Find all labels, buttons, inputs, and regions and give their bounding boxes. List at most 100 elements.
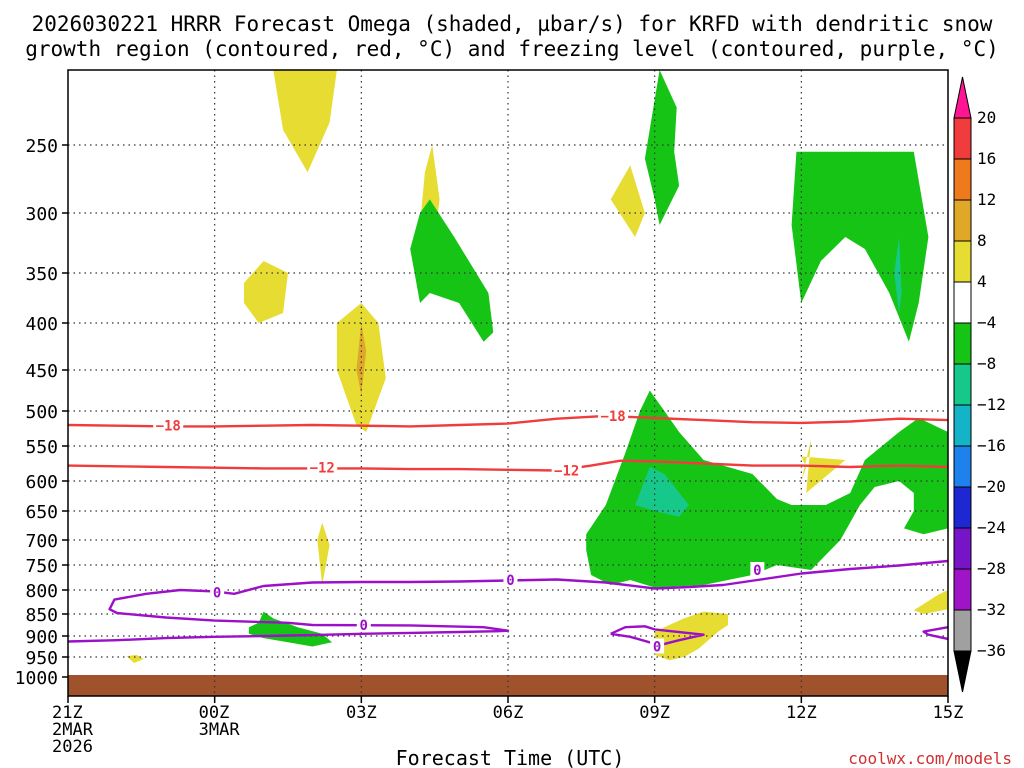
terrain-below-ground <box>68 675 948 696</box>
contour-lines: −18 −18 −12 −12 0 0 0 0 0 <box>67 407 949 656</box>
y-tick-label-950: 950 <box>25 648 58 669</box>
y-tick-label-450: 450 <box>25 361 58 382</box>
dgz-minus12-label-bg-0 <box>307 459 338 475</box>
x-tick-label-15Z-0: 15Z <box>933 703 964 723</box>
x-tick-label-00Z-1: 3MAR <box>199 720 241 740</box>
freezing-level-0-label-1: 0 <box>360 618 368 634</box>
omega-neg-d <box>586 390 948 588</box>
chart-title-line1: 2026030221 HRRR Forecast Omega (shaded, … <box>32 12 993 36</box>
freezing-level-0-label-0: 0 <box>213 585 221 601</box>
colorbar-swatch-10 <box>953 486 972 529</box>
x-axis-label: Forecast Time (UTC) <box>396 746 625 768</box>
omega-neg-b <box>644 70 680 225</box>
colorbar-label-11: −28 <box>977 559 1006 578</box>
colorbar-label-9: −20 <box>977 477 1006 496</box>
omega-pos-g <box>654 611 728 661</box>
colorbar-label-5: −4 <box>977 313 996 332</box>
freezing-level-0-label-bg-3 <box>750 562 765 577</box>
freezing-level-0-label-bg-2 <box>503 572 518 587</box>
omega-pos-b <box>244 261 288 323</box>
colorbar-label-1: 16 <box>977 149 996 168</box>
freezing-level-0-label-2: 0 <box>506 573 514 589</box>
freezing-level-0-label-bg-0 <box>210 584 225 600</box>
y-tick-label-300: 300 <box>25 204 58 225</box>
freezing-level-0-b-line <box>610 625 705 647</box>
omega-pos-a <box>273 70 337 173</box>
freezing-level-0-c-line <box>922 626 949 641</box>
x-tick-label-21Z-1: 2MAR <box>52 720 94 740</box>
colorbar-label-2: 12 <box>977 190 996 209</box>
y-tick-label-500: 500 <box>25 402 58 423</box>
gridlines <box>68 70 948 696</box>
x-tick-label-03Z-0: 03Z <box>346 703 377 723</box>
colorbar-swatch-14 <box>953 650 972 693</box>
colorbar-swatch-2 <box>953 158 972 201</box>
colorbar-swatch-4 <box>953 240 972 283</box>
freezing-level-0-b-label-bg-0 <box>650 638 665 654</box>
omega-pos-c-core <box>356 323 367 395</box>
freezing-level-0-b-label-0: 0 <box>653 640 661 656</box>
dgz-minus18-label-bg-0 <box>153 417 184 433</box>
omega-pos-i <box>913 590 948 614</box>
y-tick-label-550: 550 <box>25 437 58 458</box>
colorbar-swatch-9 <box>953 445 972 488</box>
colorbar-swatch-7 <box>953 363 972 406</box>
colorbar-swatch-5 <box>953 281 972 324</box>
colorbar-swatch-6 <box>953 322 972 365</box>
x-tick-label-21Z-0: 21Z <box>52 703 83 723</box>
omega-neg-e <box>248 611 332 647</box>
colorbar-label-3: 8 <box>977 231 987 250</box>
y-tick-label-650: 650 <box>25 502 58 523</box>
dgz-minus18-label-bg-1 <box>598 407 629 423</box>
omega-pos-e <box>610 165 645 237</box>
colorbar-swatch-3 <box>953 199 972 242</box>
dgz-minus18-label-1: −18 <box>600 409 625 425</box>
x-tick-label-06Z-0: 06Z <box>493 703 524 723</box>
dgz-minus18-label-0: −18 <box>156 419 181 435</box>
x-tick-label-21Z-2: 2026 <box>52 737 93 757</box>
colorbar-swatch-0 <box>953 76 972 119</box>
x-tick-label-12Z-0: 12Z <box>786 703 817 723</box>
y-tick-label-750: 750 <box>25 556 58 577</box>
colorbar-swatch-13 <box>953 609 972 652</box>
y-tick-label-800: 800 <box>25 581 58 602</box>
colorbar-label-12: −32 <box>977 600 1006 619</box>
colorbar-label-13: −36 <box>977 641 1006 660</box>
y-tick-label-1000: 1000 <box>15 668 58 689</box>
y-tick-label-250: 250 <box>25 136 58 157</box>
chart-title-line2: growth region (contoured, red, °C) and f… <box>25 37 999 61</box>
omega-neg-c-core <box>894 237 902 313</box>
freezing-level-0-label-3: 0 <box>753 563 761 579</box>
omega-shading <box>126 70 948 663</box>
dgz-minus12-label-bg-1 <box>551 462 582 478</box>
colorbar-label-6: −8 <box>977 354 996 373</box>
y-tick-label-350: 350 <box>25 264 58 285</box>
y-tick-label-700: 700 <box>25 531 58 552</box>
colorbar-swatch-8 <box>953 404 972 447</box>
colorbar-swatch-1 <box>953 117 972 160</box>
y-tick-label-600: 600 <box>25 472 58 493</box>
omega-neg-a <box>410 199 494 342</box>
omega-neg-c <box>791 151 929 342</box>
colorbar-swatch-11 <box>953 527 972 570</box>
colorbar-label-7: −12 <box>977 395 1006 414</box>
colorbar-label-4: 4 <box>977 272 987 291</box>
freezing-level-0-line <box>67 559 949 643</box>
omega-pos-f <box>317 522 330 585</box>
y-tick-label-850: 850 <box>25 605 58 626</box>
x-tick-label-09Z-0: 09Z <box>639 703 670 723</box>
dgz-minus12-line <box>67 459 949 472</box>
dgz-minus12-label-0: −12 <box>310 461 335 477</box>
colorbar: 20 16 12 8 4 −4 −8 −12 −16 −20 −24 −28 −32 −36 <box>953 76 1006 693</box>
omega-neg-d-core <box>635 467 689 517</box>
colorbar-label-8: −16 <box>977 436 1006 455</box>
dgz-minus18-line <box>67 414 949 428</box>
y-tick-label-900: 900 <box>25 627 58 648</box>
x-tick-label-00Z-0: 00Z <box>199 703 230 723</box>
colorbar-swatch-12 <box>953 568 972 611</box>
plot-area: −18 −18 −12 −12 0 0 0 0 0 <box>67 69 949 697</box>
colorbar-label-0: 20 <box>977 108 996 127</box>
y-axis: 2503003504004505005506006507007508008509… <box>15 136 68 689</box>
